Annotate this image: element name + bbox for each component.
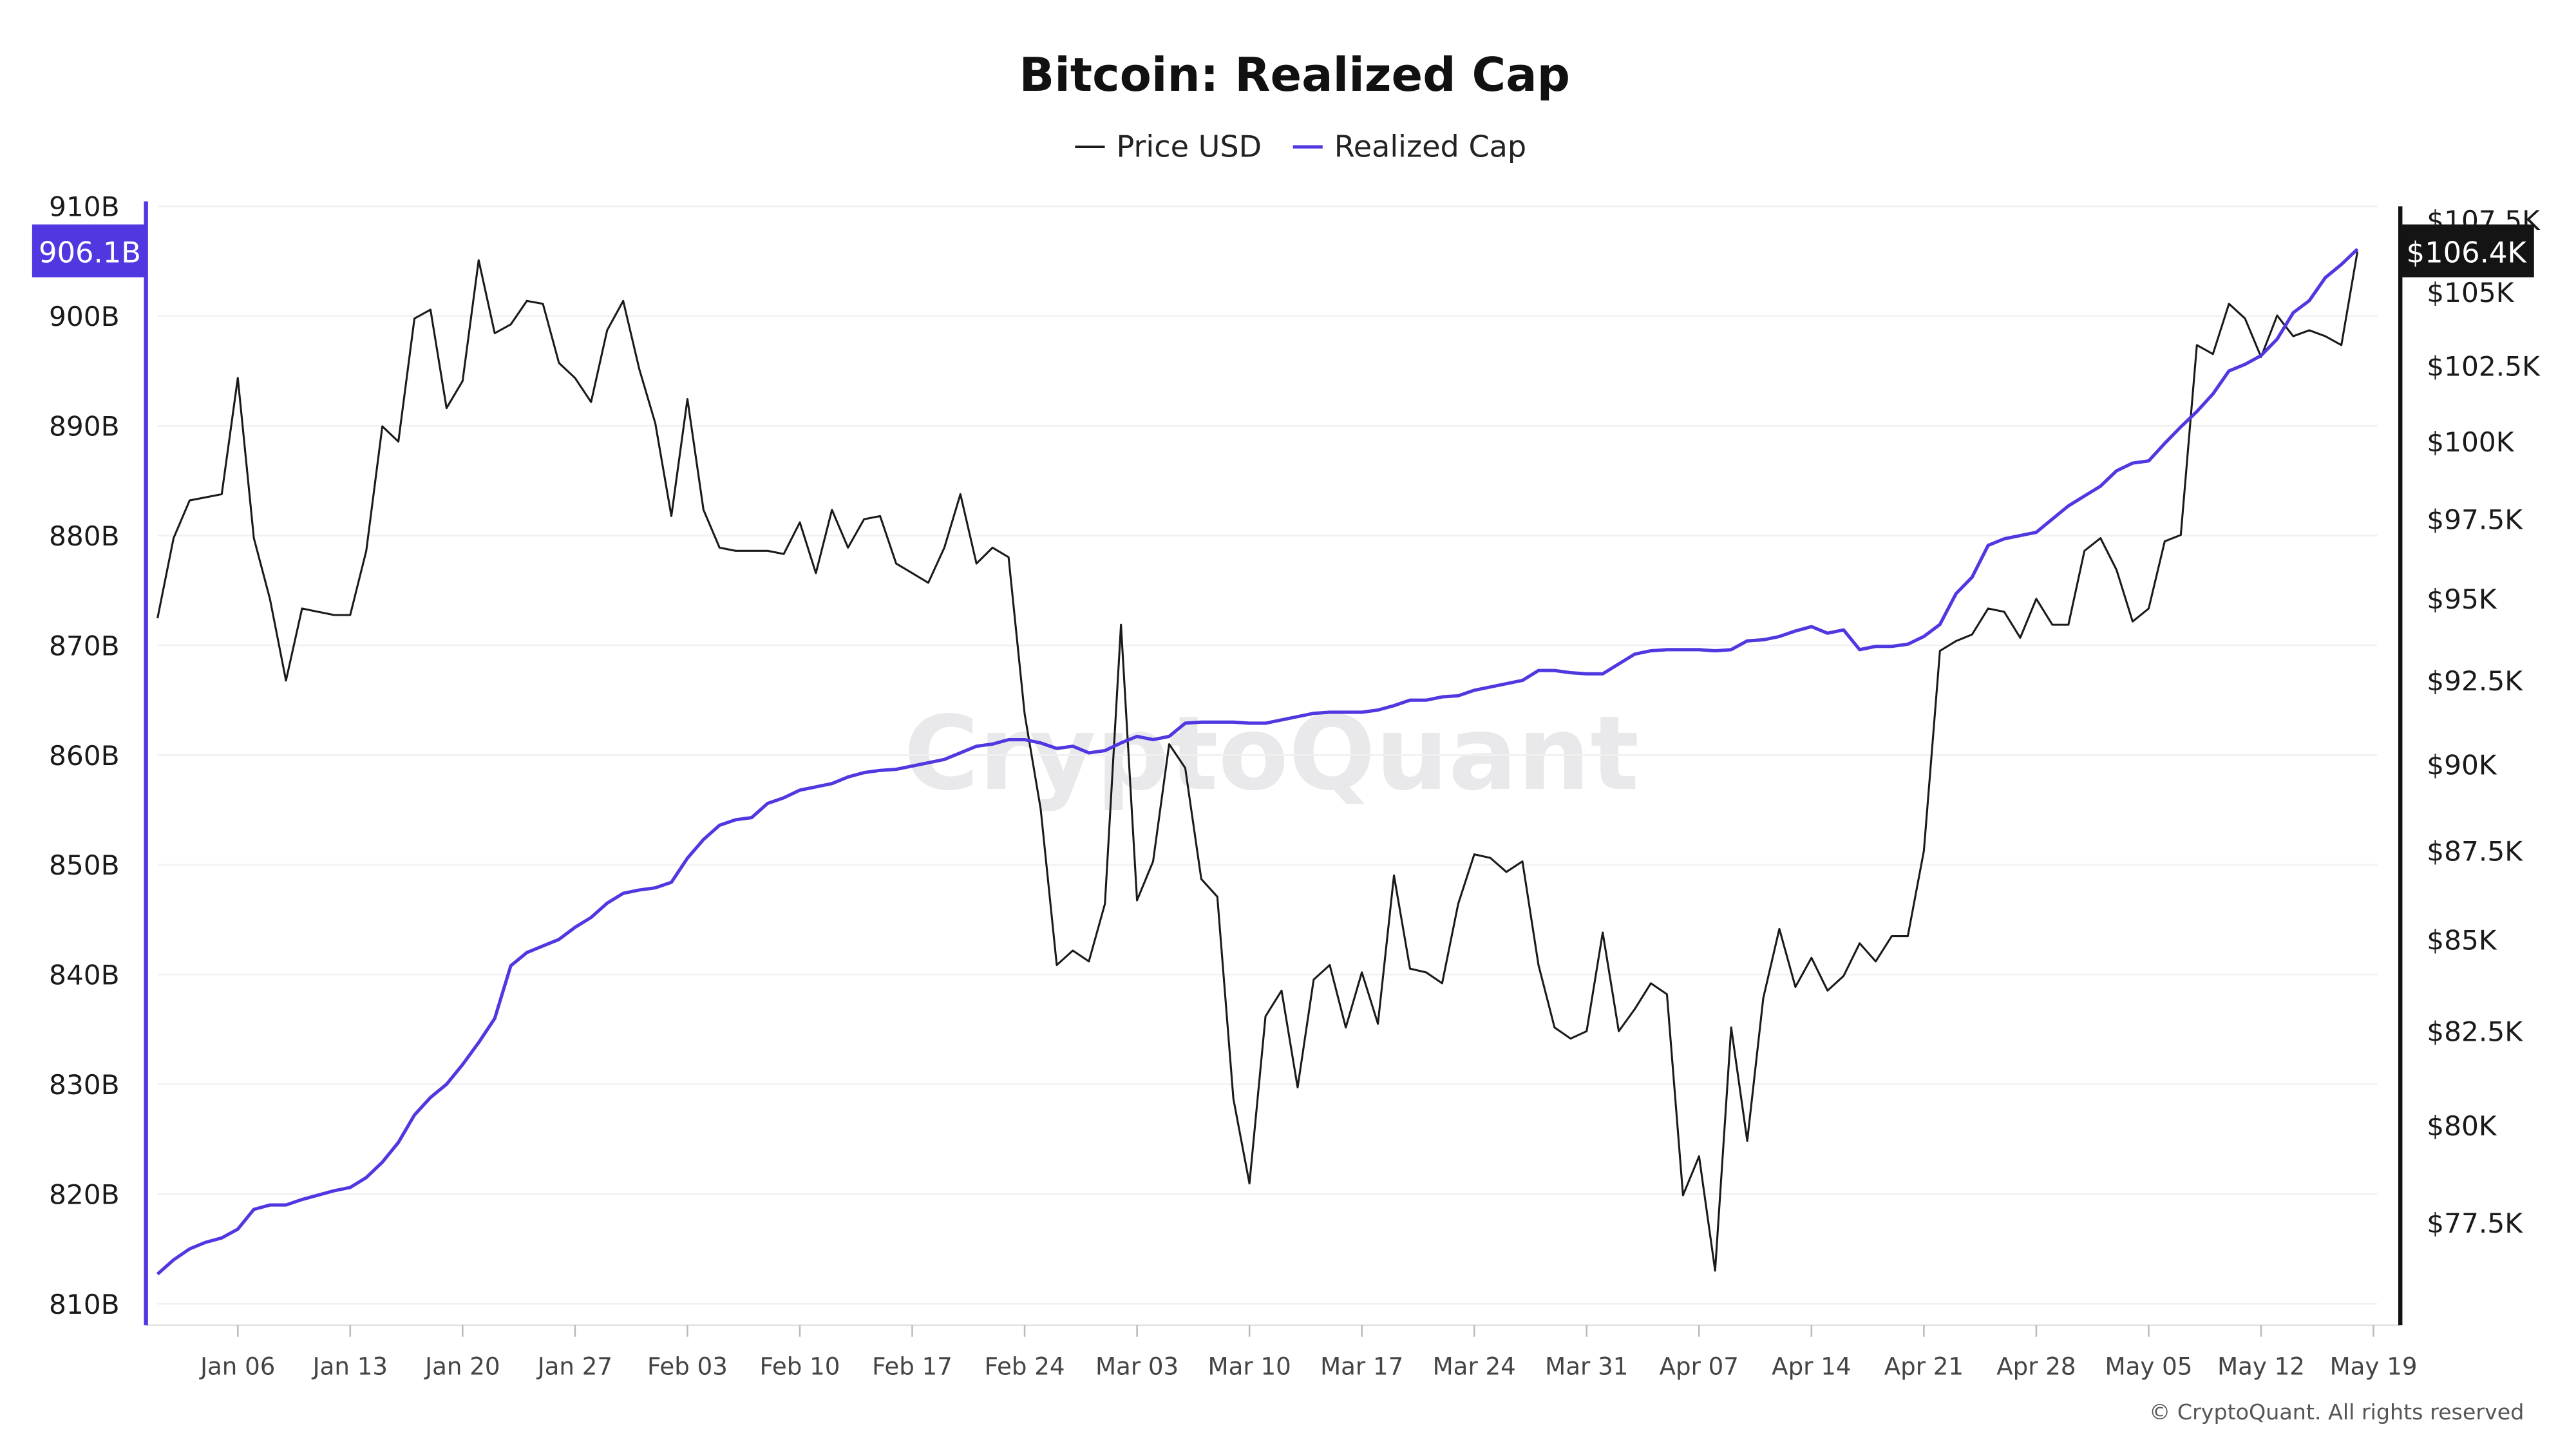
watermark: CryptoQuant [904,695,1639,813]
x-tick-label: Mar 17 [1320,1353,1403,1381]
x-tick-label: May 19 [2330,1353,2418,1381]
right-tick-label: $90K [2427,750,2497,781]
copyright: © CryptoQuant. All rights reserved [2149,1399,2524,1425]
left-tick-label: 820B [49,1179,120,1210]
left-tick-label: 810B [49,1289,120,1320]
left-tick-label: 900B [49,301,120,332]
right-axis: $107.5K$105K$102.5K$100K$97.5K$95K$92.5K… [2427,205,2541,1239]
right-tick-label: $80K [2427,1110,2497,1142]
price-current-label: $106.4K [2400,224,2534,278]
series-lines [156,247,2359,1276]
x-tick-label: Feb 17 [872,1353,952,1381]
x-tick-label: Apr 21 [1884,1353,1964,1381]
x-tick-label: May 05 [2105,1353,2193,1381]
price-current-value: $106.4K [2407,235,2528,269]
realized-cap-line [156,247,2359,1276]
x-tick-label: Feb 03 [647,1353,728,1381]
left-tick-label: 890B [49,411,120,442]
x-tick-label: Mar 03 [1095,1353,1179,1381]
x-tick-label: Jan 20 [424,1353,500,1381]
left-tick-label: 860B [49,740,120,772]
x-tick-label: Apr 14 [1772,1353,1851,1381]
legend-label-realized-cap[interactable]: Realized Cap [1334,129,1526,164]
x-tick-label: Jan 06 [199,1353,275,1381]
realized-cap-current-value: 906.1B [39,235,141,269]
left-tick-label: 850B [49,849,120,881]
right-tick-label: $92.5K [2427,665,2523,697]
x-tick-label: Mar 10 [1208,1353,1291,1381]
gridlines [157,205,2378,1305]
left-tick-label: 880B [49,520,120,552]
right-tick-label: $105K [2427,277,2515,308]
right-tick-label: $85K [2427,925,2497,956]
right-tick-label: $102.5K [2427,351,2541,383]
price-usd-line [156,251,2359,1272]
left-axis: 910B 900B 890B 880B 870B 860B 850B 840B 830B 820B… [49,191,120,1320]
chart-title: Bitcoin: Realized Cap [1019,48,1570,102]
x-axis: Jan 06 Jan 13 Jan 20 Jan 27 Feb 03 Feb 10 Feb … [146,1324,2418,1381]
x-tick-label: Feb 24 [985,1353,1065,1381]
right-tick-label: $95K [2427,583,2497,615]
left-tick-label: 870B [49,630,120,661]
right-tick-label: $82.5K [2427,1016,2523,1048]
x-tick-label: Jan 13 [312,1353,388,1381]
x-tick-label: Mar 31 [1545,1353,1628,1381]
x-tick-label: Apr 07 [1660,1353,1739,1381]
right-tick-label: $77.5K [2427,1208,2523,1239]
realized-cap-current-label: 906.1B [32,224,146,278]
x-tick-label: Feb 10 [760,1353,840,1381]
x-tick-label: Jan 27 [536,1353,612,1381]
left-tick-label: 830B [49,1069,120,1101]
legend: Price USD Realized Cap [1075,129,1526,164]
right-tick-label: $97.5K [2427,504,2523,536]
x-tick-label: Apr 28 [1996,1353,2076,1381]
right-tick-label: $87.5K [2427,836,2523,867]
x-tick-label: May 12 [2217,1353,2305,1381]
x-tick-label: Mar 24 [1433,1353,1516,1381]
left-tick-label: 840B [49,960,120,991]
legend-label-price[interactable]: Price USD [1116,129,1262,164]
left-tick-label: 910B [49,191,120,223]
right-tick-label: $100K [2427,426,2515,458]
